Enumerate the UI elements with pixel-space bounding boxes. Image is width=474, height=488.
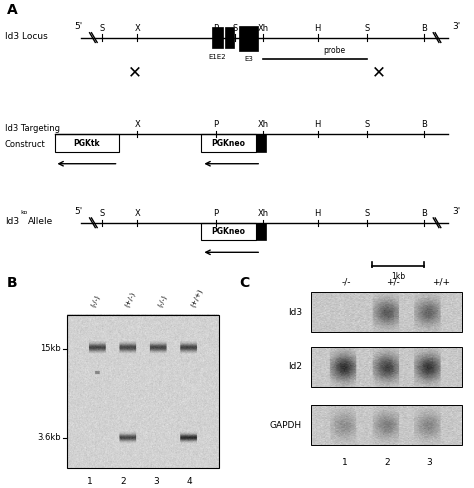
Text: S: S (365, 209, 370, 218)
Text: B: B (421, 24, 427, 33)
Text: X: X (135, 209, 140, 218)
Text: ko: ko (20, 210, 28, 215)
Text: +/-: +/- (386, 278, 400, 287)
Text: H: H (314, 24, 321, 33)
Text: S: S (365, 121, 370, 129)
Text: X: X (135, 24, 140, 33)
Text: 15kb: 15kb (40, 345, 60, 353)
Text: Id3: Id3 (288, 307, 302, 317)
Text: ✕: ✕ (372, 63, 386, 81)
Text: 2: 2 (384, 458, 390, 467)
Text: S: S (99, 24, 105, 33)
Text: P: P (213, 209, 218, 218)
Text: 3: 3 (154, 477, 159, 486)
Text: Xh: Xh (257, 121, 269, 129)
Text: 5': 5' (75, 22, 83, 31)
Bar (201, 134, 256, 152)
Text: (+/-): (+/-) (123, 290, 136, 308)
Bar (311, 346, 462, 386)
Text: S: S (232, 24, 237, 33)
Text: S: S (365, 24, 370, 33)
Text: Xh: Xh (257, 24, 269, 33)
Text: B: B (421, 121, 427, 129)
Text: (-/-): (-/-) (156, 293, 168, 308)
Text: A: A (7, 3, 18, 17)
Text: H: H (314, 209, 321, 218)
Text: Xh: Xh (257, 209, 269, 218)
Bar (67, 315, 219, 468)
Text: -/-: -/- (341, 278, 351, 287)
Bar (256, 223, 266, 240)
Text: (+/+): (+/+) (190, 287, 204, 308)
Bar (55, 134, 118, 152)
Text: C: C (239, 276, 250, 290)
Text: 3': 3' (453, 22, 461, 31)
Bar (201, 223, 256, 240)
Text: S: S (99, 209, 105, 218)
Text: probe: probe (323, 46, 345, 55)
Text: Id2: Id2 (288, 362, 302, 371)
Text: 3.6kb: 3.6kb (37, 433, 60, 442)
Text: H: H (314, 121, 321, 129)
Text: P: P (213, 121, 218, 129)
Bar (256, 134, 266, 152)
Bar (225, 27, 234, 48)
Text: 1kb: 1kb (391, 272, 405, 281)
Text: 4: 4 (187, 477, 192, 486)
Text: 5': 5' (75, 207, 83, 216)
Text: Construct: Construct (5, 141, 46, 149)
Text: GAPDH: GAPDH (270, 421, 302, 430)
Text: 3': 3' (453, 207, 461, 216)
Text: B: B (7, 276, 18, 290)
Text: 2: 2 (120, 477, 126, 486)
Text: 3: 3 (426, 458, 432, 467)
Text: (-/-): (-/-) (90, 293, 101, 308)
Bar (311, 292, 462, 332)
Bar (239, 26, 258, 51)
Text: Allele: Allele (27, 217, 53, 226)
Text: P: P (213, 24, 218, 33)
Text: PGKneo: PGKneo (212, 227, 246, 236)
Text: X: X (135, 121, 140, 129)
Text: ✕: ✕ (128, 63, 142, 81)
Text: E1E2: E1E2 (209, 54, 227, 60)
Text: E3: E3 (244, 56, 253, 62)
Text: Id3 Locus: Id3 Locus (5, 32, 47, 41)
Text: PGKtk: PGKtk (73, 139, 100, 147)
Text: 1: 1 (342, 458, 347, 467)
Bar (311, 406, 462, 446)
Text: +/+: +/+ (432, 278, 450, 287)
Text: B: B (421, 209, 427, 218)
Text: Id3: Id3 (5, 217, 19, 226)
Text: PGKneo: PGKneo (212, 139, 246, 147)
Bar (212, 27, 223, 48)
Text: 1: 1 (87, 477, 93, 486)
Text: Id3 Targeting: Id3 Targeting (5, 124, 60, 133)
